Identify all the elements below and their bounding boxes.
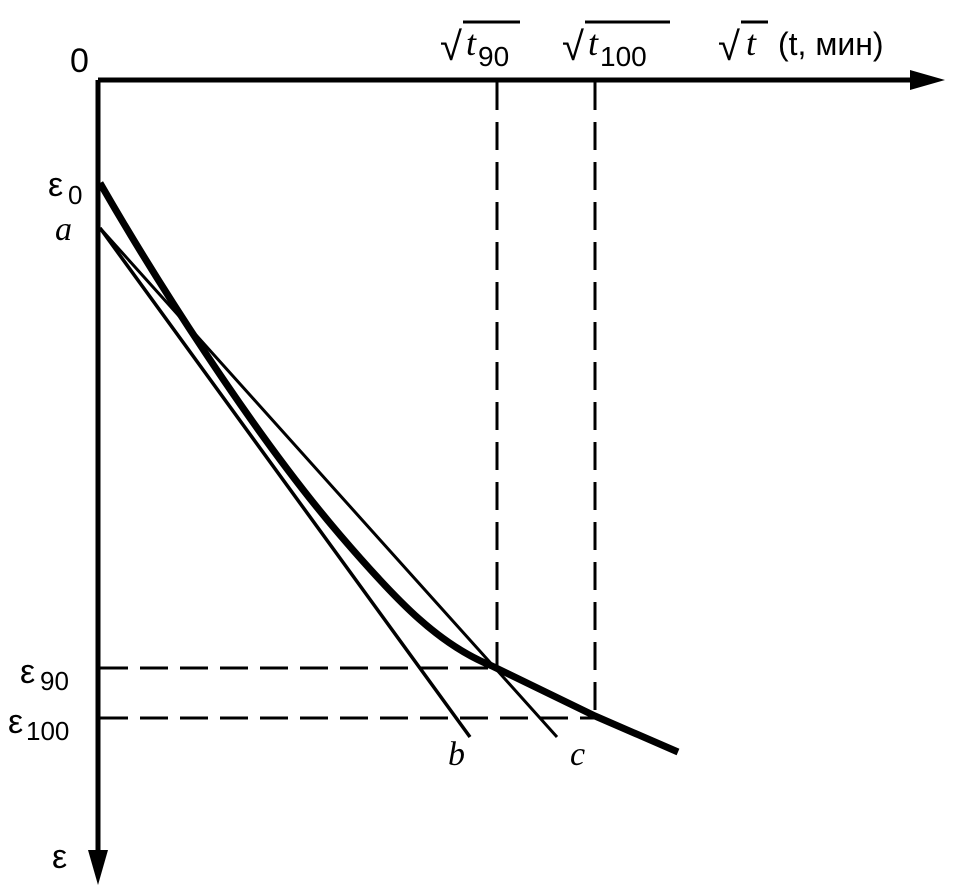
svg-text:ε: ε <box>20 653 35 691</box>
eps100-label: ε 100 <box>8 703 69 746</box>
origin-label: 0 <box>70 42 89 80</box>
svg-text:ε: ε <box>8 703 23 741</box>
svg-text:t: t <box>466 23 477 63</box>
point-b-label: b <box>448 736 465 773</box>
x-axis-label: √ t (t, мин) <box>718 20 884 69</box>
point-c-label: c <box>570 736 585 773</box>
eps90-label: ε 90 <box>20 653 69 696</box>
t100-label: √ t 100 <box>562 20 670 72</box>
svg-text:ε: ε <box>48 166 63 204</box>
x-axis-arrow <box>910 70 945 90</box>
svg-text:(t, мин): (t, мин) <box>778 26 884 62</box>
svg-text:√: √ <box>718 25 740 69</box>
svg-text:0: 0 <box>68 180 82 210</box>
svg-text:90: 90 <box>40 666 69 696</box>
line-a-b <box>98 226 472 739</box>
svg-text:√: √ <box>440 25 462 69</box>
svg-text:100: 100 <box>600 41 647 72</box>
y-axis-arrow <box>88 850 108 885</box>
svg-text:t: t <box>746 23 757 63</box>
point-a-label: a <box>55 211 72 248</box>
svg-text:90: 90 <box>478 41 509 72</box>
svg-text:t: t <box>588 23 599 63</box>
y-axis-label: ε <box>52 838 67 876</box>
eps0-label: ε 0 <box>48 166 82 210</box>
svg-text:100: 100 <box>26 716 69 746</box>
line-a-c <box>98 226 559 739</box>
svg-text:√: √ <box>562 25 584 69</box>
t90-label: √ t 90 <box>440 20 520 72</box>
consolidation-curve <box>96 181 680 756</box>
